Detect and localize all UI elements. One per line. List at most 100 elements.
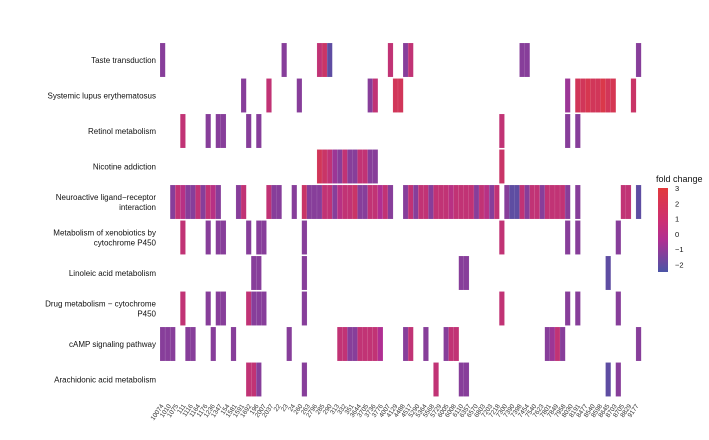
heatmap-cell [245, 362, 252, 397]
heatmap-cell [610, 78, 617, 113]
heatmap-cell [418, 184, 424, 220]
heatmap-cell [443, 326, 449, 362]
heatmap-cell [215, 220, 222, 255]
heatmap-cell [362, 149, 368, 184]
heatmap-cell [564, 113, 571, 149]
heatmap-cell [448, 326, 455, 362]
heatmap-cell [286, 326, 292, 362]
heatmap-cell [245, 291, 252, 326]
heatmap-cell [256, 113, 262, 149]
heatmap-cell [615, 291, 622, 326]
heatmap-cell [544, 326, 551, 362]
heatmap-cell [402, 42, 409, 78]
heatmap-cell [387, 184, 394, 220]
heatmap-cell [625, 184, 632, 220]
heatmap-cell [235, 184, 242, 220]
legend-tick-label: 3 [675, 184, 679, 193]
heatmap-cell [564, 78, 571, 113]
heatmap-cell [367, 149, 373, 184]
heatmap-cell [564, 291, 571, 326]
heatmap-cell [352, 184, 358, 220]
heatmap-cell [205, 291, 211, 326]
heatmap-cell [169, 326, 176, 362]
heatmap-cell [539, 184, 546, 220]
heatmap-cell [301, 184, 308, 220]
heatmap-cell [271, 184, 277, 220]
heatmap-cell [357, 184, 363, 220]
heatmap-cell [488, 184, 495, 220]
heatmap-cell [463, 255, 470, 291]
heatmap-cell [453, 326, 460, 362]
heatmap-cell [347, 184, 353, 220]
color-legend: fold change 3 2 1 0 −1 −2 [656, 174, 703, 272]
heatmap-cell [544, 184, 551, 220]
heatmap-cell [504, 184, 510, 220]
heatmap-cell [524, 184, 530, 220]
heatmap-cell [311, 184, 318, 220]
heatmap-cell [514, 184, 520, 220]
heatmap-cell [256, 362, 262, 397]
heatmap-cell [362, 326, 368, 362]
heatmap-cell [316, 42, 323, 78]
heatmap-cell [585, 78, 591, 113]
heatmap-cell [220, 113, 227, 149]
heatmap-cell [321, 42, 328, 78]
heatmap-cell [630, 78, 637, 113]
heatmap-cell [564, 220, 571, 255]
legend-tick-label: −1 [675, 245, 684, 254]
heatmap-cell [185, 326, 191, 362]
heatmap-cell [529, 184, 536, 220]
heatmap-cell [266, 184, 272, 220]
row-label: Neuroactive ligand−receptor interaction [56, 193, 157, 212]
heatmap-cell [615, 220, 622, 255]
legend-tick-label: −2 [675, 260, 684, 269]
heatmap-cell [266, 78, 272, 113]
heatmap-cell [402, 184, 409, 220]
column-tick-labels: 1007410101075111111611641176123613471541… [150, 403, 641, 422]
heatmap-cell [392, 78, 399, 113]
heatmap-cell [210, 184, 217, 220]
heatmap-cell [549, 184, 556, 220]
row-labels: Taste transduction Systemic lupus erythem… [45, 56, 156, 385]
heatmap-cell [575, 78, 581, 113]
heatmap-cell [615, 362, 622, 397]
heatmap-cell [473, 184, 480, 220]
heatmap-cell [428, 184, 434, 220]
heatmap-cell [321, 149, 328, 184]
heatmap-cell [600, 78, 606, 113]
heatmap-cell [326, 42, 333, 78]
heatmap-cell [205, 184, 211, 220]
legend-tick-label: 0 [675, 230, 679, 239]
heatmap-cell [261, 220, 267, 255]
heatmap-cell [342, 149, 348, 184]
heatmap-cell [590, 78, 596, 113]
heatmap-cell [326, 149, 333, 184]
row-label-line: P450 [137, 310, 156, 319]
heatmap-cell [407, 326, 414, 362]
heatmap-cell [524, 42, 530, 78]
heatmap-cell [245, 113, 252, 149]
heatmap-cell [301, 291, 308, 326]
heatmap-cell [433, 184, 439, 220]
heatmap-cell [250, 291, 257, 326]
heatmap-cell [180, 184, 186, 220]
heatmap-cell [468, 184, 475, 220]
row-label-line: Arachidonic acid metabolism [54, 376, 156, 385]
column-tick-label: 22 [273, 403, 283, 413]
heatmap-cell [620, 184, 627, 220]
heatmap-cell [499, 220, 505, 255]
heatmap-cell [458, 184, 465, 220]
heatmap-cell [250, 255, 257, 291]
heatmap-cell [337, 184, 343, 220]
heatmap-cell [175, 184, 181, 220]
row-label: Metabolism of xenobiotics by cytochrome P… [53, 229, 156, 248]
legend-color-bar [658, 188, 668, 272]
heatmap-cell [549, 326, 556, 362]
heatmap-cell [215, 113, 222, 149]
heatmap-cell [362, 184, 368, 220]
row-label: Taste transduction [91, 56, 156, 65]
heatmap-cell [413, 184, 419, 220]
heatmap-cell [357, 326, 363, 362]
heatmap-cell [453, 184, 460, 220]
heatmap-cell [190, 184, 196, 220]
